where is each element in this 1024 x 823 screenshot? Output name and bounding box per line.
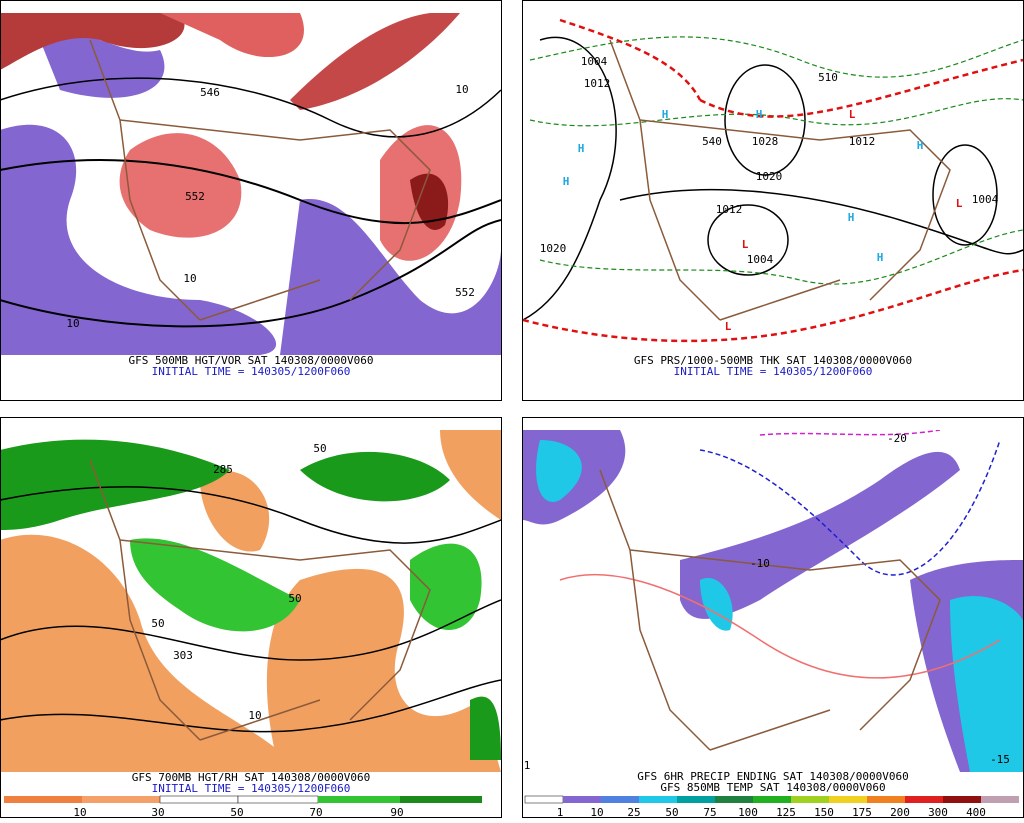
caption: INITIAL TIME = 140305/1200F060 xyxy=(674,365,873,378)
contour-label: 50 xyxy=(151,617,164,630)
contour-label: 1012 xyxy=(584,77,611,90)
colorbar-label: 125 xyxy=(776,806,796,819)
contour-label: 1020 xyxy=(540,242,567,255)
colorbar-label: 300 xyxy=(928,806,948,819)
colorbar-label: 1 xyxy=(557,806,564,819)
map-500mb xyxy=(1,13,501,355)
colorbar-label: 90 xyxy=(390,806,403,819)
pressure-center: H xyxy=(917,139,924,152)
pressure-center: H xyxy=(578,142,585,155)
colorbar-label: 10 xyxy=(73,806,86,819)
contour-label: 1004 xyxy=(972,193,999,206)
pressure-center: L xyxy=(849,108,856,121)
caption: GFS 6HR PRECIP ENDING SAT 140308/0000V06… xyxy=(637,770,909,783)
pressure-center: H xyxy=(877,251,884,264)
contour-label: 510 xyxy=(818,71,838,84)
colorbar-label: 150 xyxy=(814,806,834,819)
contour-label: 285 xyxy=(213,463,233,476)
colorbar-label: 200 xyxy=(890,806,910,819)
pressure-center: H xyxy=(848,211,855,224)
contour-label: 10 xyxy=(183,272,196,285)
colorbar-label: 25 xyxy=(627,806,640,819)
map-700mb xyxy=(1,430,501,804)
contour-label: 50 xyxy=(313,442,326,455)
colorbar-label: 175 xyxy=(852,806,872,819)
contour-label: 1028 xyxy=(752,135,779,148)
pressure-center: H xyxy=(563,175,570,188)
colorbar-label: 30 xyxy=(151,806,164,819)
contour-label: 10 xyxy=(248,709,261,722)
caption: INITIAL TIME = 140305/1200F060 xyxy=(152,365,351,378)
contour-label: 1004 xyxy=(581,55,608,68)
contour-label: -20 xyxy=(887,432,907,445)
colorbar-label: 70 xyxy=(309,806,322,819)
contour-label: 1004 xyxy=(747,253,774,266)
colorbar-rh xyxy=(4,795,482,804)
colorbar-label: 400 xyxy=(966,806,986,819)
colorbar-label: 100 xyxy=(738,806,758,819)
colorbar-label: 50 xyxy=(665,806,678,819)
caption: GFS 700MB HGT/RH SAT 140308/0000V060 xyxy=(132,771,370,784)
contour-label: 552 xyxy=(455,286,475,299)
pressure-center: H xyxy=(756,108,763,121)
colorbar-label: 75 xyxy=(703,806,716,819)
colorbar-precip xyxy=(524,795,1019,804)
contour-label: 1020 xyxy=(756,170,783,183)
caption: GFS 850MB TEMP SAT 140308/0000V060 xyxy=(660,781,885,794)
caption: INITIAL TIME = 140305/1200F060 xyxy=(152,782,351,795)
contour-label: -10 xyxy=(750,557,770,570)
pressure-center: L xyxy=(742,238,749,251)
pressure-center: L xyxy=(956,197,963,210)
map-precip xyxy=(523,430,1023,804)
contour-label: 546 xyxy=(200,86,220,99)
map-pressure xyxy=(523,18,1023,343)
contour-label: -15 xyxy=(990,753,1010,766)
contour-label: 10 xyxy=(455,83,468,96)
contour-label: 10 xyxy=(66,317,79,330)
caption: GFS PRS/1000-500MB THK SAT 140308/0000V0… xyxy=(634,354,912,367)
contour-label: 1 xyxy=(524,759,531,772)
contour-label: 552 xyxy=(185,190,205,203)
pressure-center: H xyxy=(662,108,669,121)
contour-label: 1012 xyxy=(849,135,876,148)
colorbar-label: 10 xyxy=(590,806,603,819)
contour-label: 540 xyxy=(702,135,722,148)
pressure-center: L xyxy=(725,320,732,333)
contour-label: 50 xyxy=(288,592,301,605)
contour-label: 1012 xyxy=(716,203,743,216)
colorbar-label: 50 xyxy=(230,806,243,819)
caption: GFS 500MB HGT/VOR SAT 140308/0000V060 xyxy=(128,354,373,367)
contour-label: 303 xyxy=(173,649,193,662)
